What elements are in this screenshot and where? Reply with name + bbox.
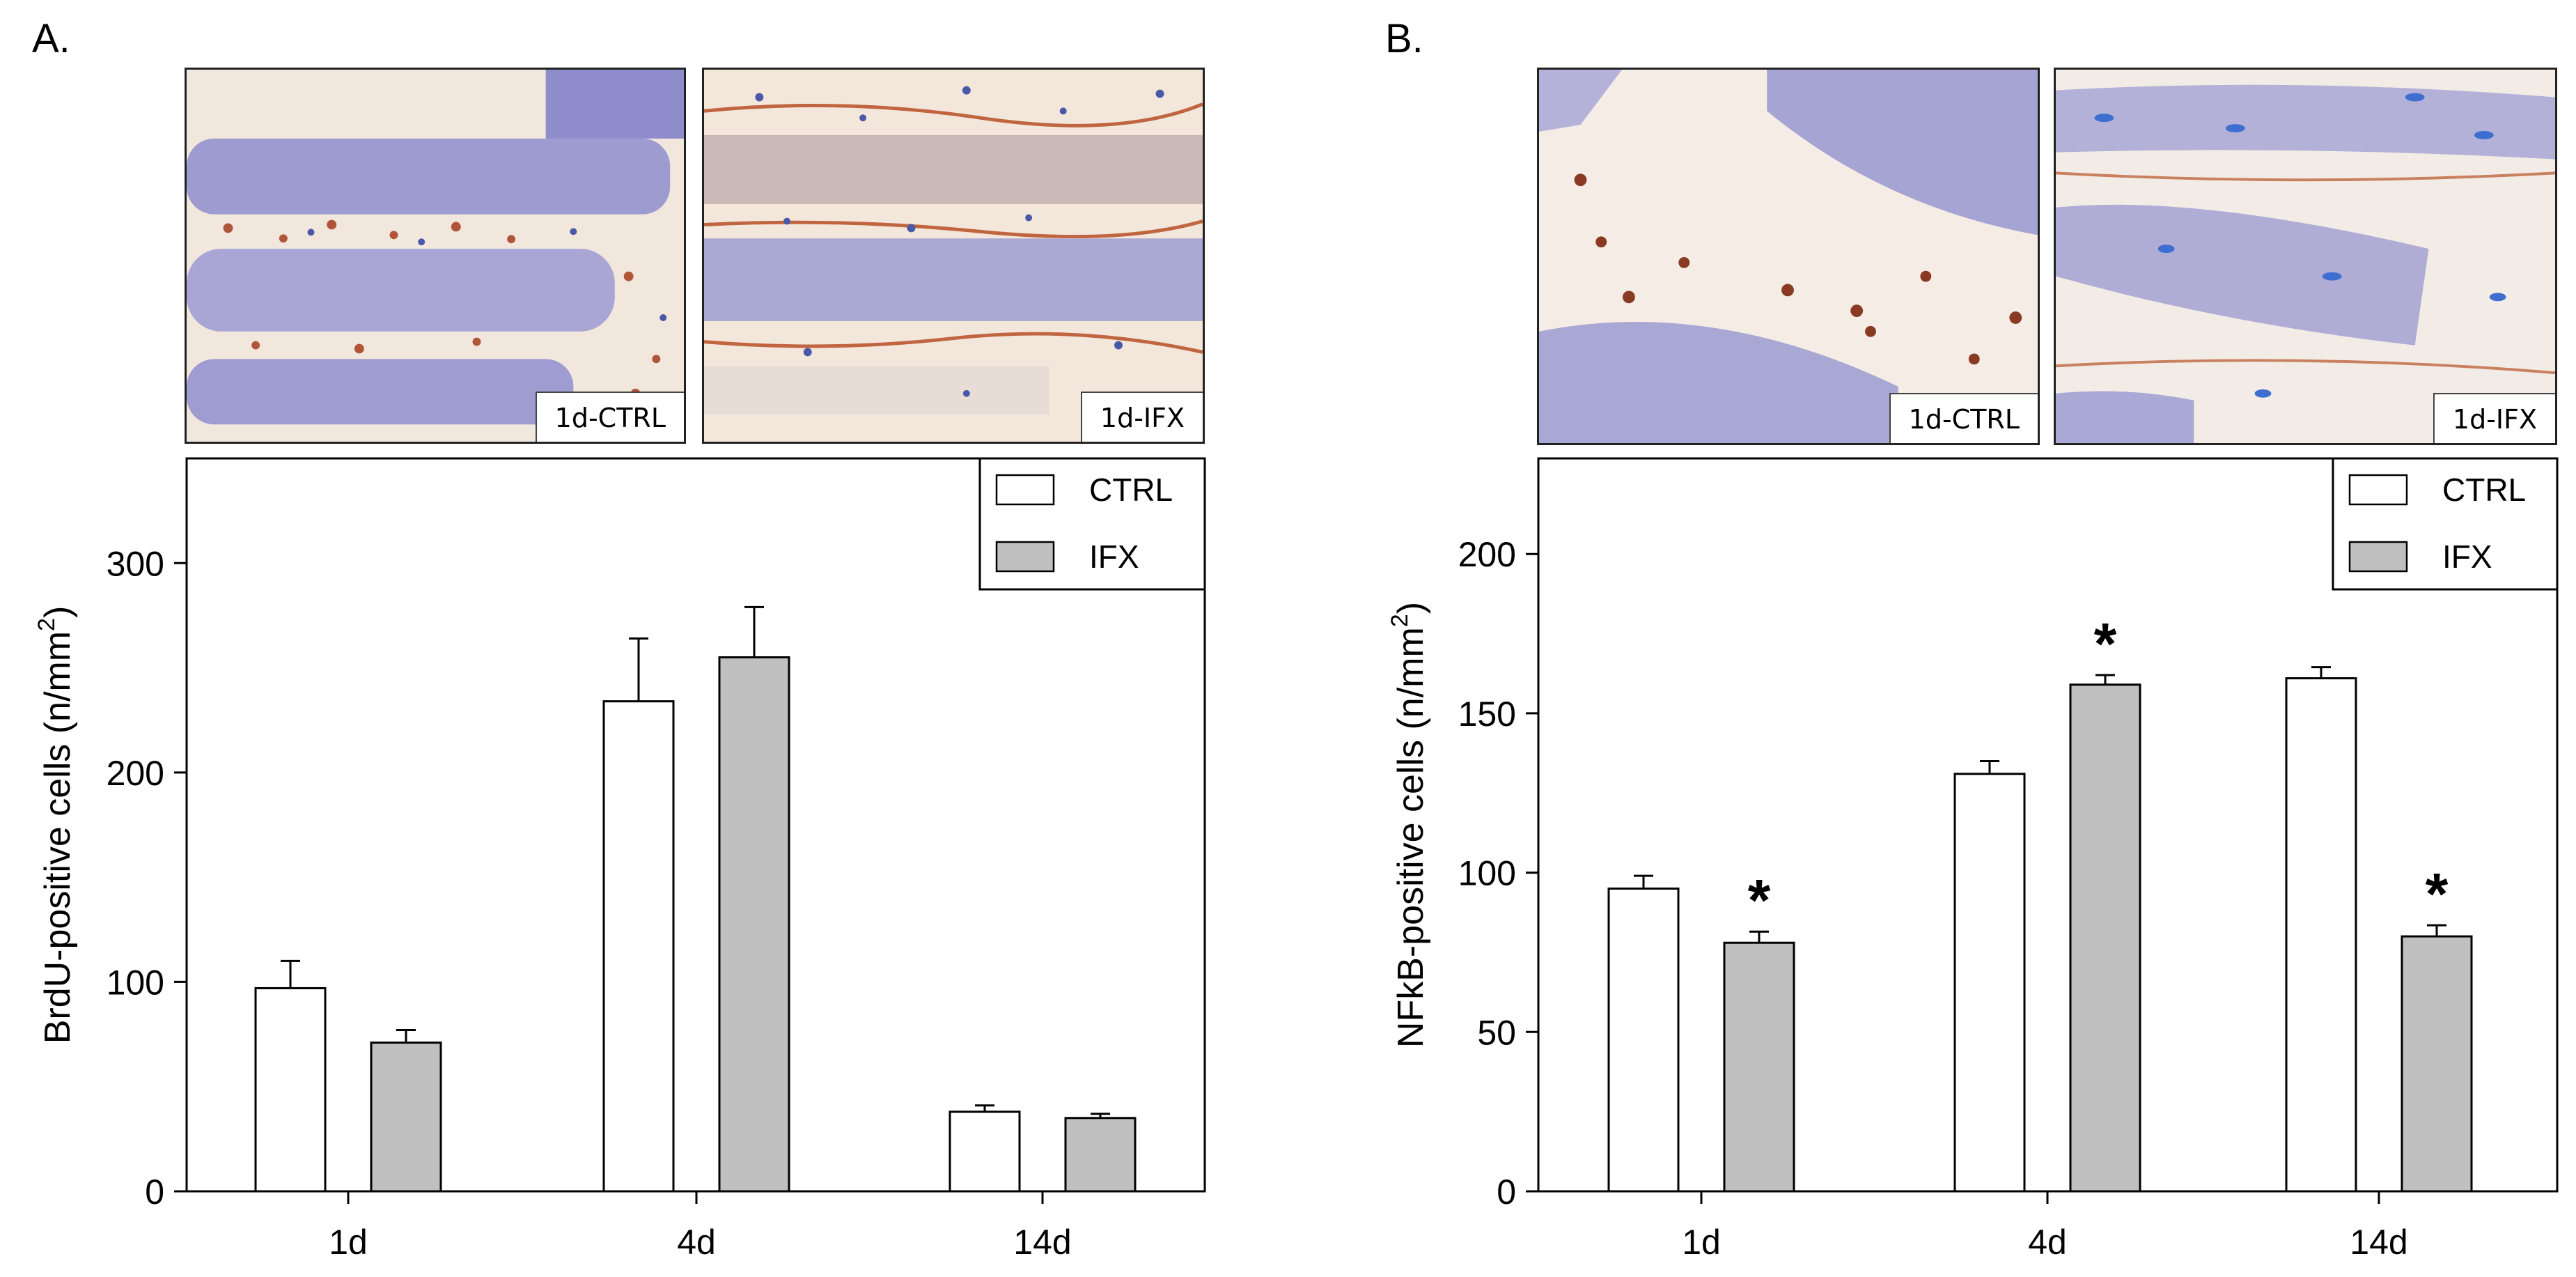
- significance-asterisk: *: [1748, 867, 1771, 933]
- legend-swatch-ctrl: [995, 474, 1055, 506]
- bar-ctrl-1d: [254, 986, 327, 1193]
- legend-label-ifx: IFX: [1089, 539, 1139, 575]
- y-axis-label: NFkB-positive cells (n/mm2): [1387, 602, 1431, 1048]
- bar-ctrl-14d: [949, 1110, 1021, 1193]
- x-tick-label: 14d: [2350, 1223, 2407, 1262]
- legend: CTRL IFX: [2332, 457, 2559, 591]
- panel-b-letter: B.: [1385, 16, 1423, 61]
- bar-ctrl-1d: [1607, 887, 1680, 1193]
- y-tick-label: 150: [1458, 695, 1516, 734]
- micrograph-b-ctrl: 1d-CTRL: [1537, 68, 2040, 445]
- y-tick-label: 0: [145, 1172, 164, 1212]
- bar-ctrl-14d: [2285, 677, 2357, 1193]
- y-axis-label-superscript: 2: [1387, 614, 1413, 627]
- x-tick-label: 14d: [1013, 1223, 1071, 1262]
- significance-asterisk: *: [2426, 861, 2449, 927]
- micrograph-a-ctrl: 1d-CTRL: [185, 68, 686, 444]
- panel-a-letter: A.: [32, 16, 70, 61]
- bar-ifx-1d: [370, 1042, 442, 1193]
- y-tick-label: 0: [1497, 1172, 1516, 1212]
- bar-ctrl-4d: [1953, 773, 2026, 1193]
- legend-label-ctrl: CTRL: [1089, 472, 1173, 508]
- y-tick-label: 300: [107, 544, 164, 583]
- micrograph-label: 1d-CTRL: [1889, 393, 2038, 443]
- significance-asterisk: *: [2094, 611, 2117, 676]
- y-axis-label-close: ): [38, 606, 78, 618]
- x-tick-label: 1d: [1682, 1223, 1721, 1262]
- legend-label-ifx: IFX: [2442, 539, 2492, 575]
- y-axis-label-main: BrdU-positive cells (n/mm: [38, 631, 78, 1044]
- bar-ctrl-4d: [602, 700, 675, 1193]
- y-tick-label: 200: [1458, 535, 1516, 574]
- y-axis-label: BrdU-positive cells (n/mm2): [33, 606, 78, 1044]
- x-tick-label: 1d: [329, 1223, 368, 1262]
- bar-ifx-14d: [2401, 935, 2473, 1193]
- legend-label-ctrl: CTRL: [2442, 472, 2526, 508]
- bar-ifx-14d: [1064, 1117, 1137, 1193]
- bar-ifx-1d: [1723, 941, 1795, 1193]
- y-tick-label: 100: [1458, 854, 1516, 893]
- legend-swatch-ifx: [995, 541, 1055, 573]
- bar-ifx-4d: [2069, 683, 2141, 1193]
- y-tick-label: 100: [107, 963, 164, 1002]
- y-axis-label-close: ): [1391, 602, 1431, 614]
- legend-swatch-ctrl: [2348, 474, 2408, 506]
- micrograph-b-ifx: 1d-IFX: [2054, 68, 2557, 445]
- y-tick-label: 50: [1477, 1013, 1516, 1052]
- y-axis-label-main: NFkB-positive cells (n/mm: [1391, 627, 1431, 1048]
- bar-ifx-4d: [718, 656, 790, 1193]
- y-axis-label-superscript: 2: [33, 618, 60, 631]
- y-tick-label: 200: [107, 754, 164, 793]
- chart-panel-a: 0 100 200 300 BrdU-positive cells (n/mm2) 1d 4…: [33, 457, 1206, 1262]
- legend-swatch-ifx: [2348, 541, 2408, 573]
- legend: CTRL IFX: [978, 457, 1206, 591]
- chart-panel-b: 0 50 100 150 200 NFkB-positive cells (n/mm2) 1…: [1387, 457, 2559, 1262]
- micrograph-a-ifx: 1d-IFX: [702, 68, 1205, 444]
- x-tick-label: 4d: [2028, 1223, 2067, 1262]
- x-tick-label: 4d: [677, 1223, 716, 1262]
- micrograph-label: 1d-IFX: [2433, 393, 2555, 443]
- micrograph-label: 1d-IFX: [1080, 392, 1203, 442]
- micrograph-label: 1d-CTRL: [535, 392, 684, 442]
